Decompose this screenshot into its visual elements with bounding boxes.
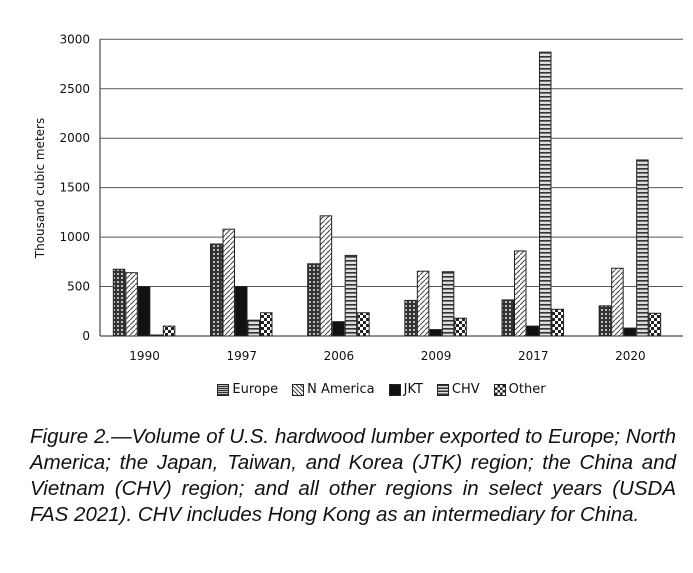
bar-n-america-2020 [611,267,624,337]
legend-item: N America [292,382,375,397]
bar-other-2006 [357,312,370,337]
y-tick-label: 1500 [59,181,90,195]
y-tick-label: 2500 [59,82,90,96]
bar-jkt-1990 [137,286,151,337]
bar-chv-2017 [539,51,552,337]
legend-label: Europe [232,382,279,397]
y-tick-label: 2000 [59,131,90,145]
bar-jkt-2017 [526,325,539,337]
bar-chv-1997 [247,319,260,337]
legend-label: CHV [451,382,480,397]
bar-europe-2017 [501,299,514,337]
y-tick-label: 0 [82,329,90,343]
bar-chv-1990 [150,334,163,337]
bar-n-america-1990 [125,272,138,337]
y-tick-label: 500 [67,280,90,294]
x-tick-label: 1990 [129,349,160,363]
legend-item: Other [493,382,546,397]
bar-jkt-2020 [623,327,637,337]
x-tick-label: 2009 [421,349,452,363]
bar-chv-2006 [344,254,358,337]
bar-chv-2009 [441,271,455,337]
legend-swatch [436,383,449,396]
x-tick-label: 2020 [615,349,646,363]
x-tick-label: 2006 [324,349,355,363]
y-tick-label: 3000 [59,32,90,46]
bar-n-america-1997 [222,228,235,337]
bar-other-2020 [648,312,662,337]
bar-other-1990 [162,325,176,337]
legend-swatch [217,383,230,396]
legend: Europe N America JKT CHV Other [0,382,693,397]
bar-other-2017 [551,308,564,337]
bar-europe-2009 [404,299,417,337]
legend-label: JKT [403,382,423,397]
y-axis-label: Thousand cubic meters [33,118,47,259]
bar-jkt-2006 [332,321,345,337]
y-tick-label: 1000 [59,230,90,244]
bar-n-america-2017 [514,250,527,337]
bar-chart: Thousand cubic meters 0 500 1000 1500 2000 25… [33,32,683,363]
legend-label: N America [307,382,375,397]
legend-swatch [292,383,305,396]
bar-chv-2020 [636,159,649,337]
bar-jkt-1997 [235,286,248,337]
bar-jkt-2009 [429,329,442,337]
legend-swatch [493,383,506,396]
bar-n-america-2009 [416,270,430,337]
legend-swatch [388,383,401,396]
bar-europe-2020 [598,305,612,337]
bar-europe-1990 [112,268,126,337]
legend-item: CHV [436,382,480,397]
bar-other-2009 [454,317,467,337]
bar-europe-2006 [307,263,320,337]
bar-other-1997 [260,312,273,337]
legend-label: Other [508,382,546,397]
legend-item: Europe [217,382,278,397]
figure-caption: Figure 2.—Volume of U.S. hardwood lumber… [30,425,676,526]
bar-n-america-2006 [319,215,333,337]
bar-europe-1997 [210,243,223,337]
x-tick-label: 1997 [226,349,257,363]
x-tick-label: 2017 [518,349,549,363]
legend-item: JKT [388,382,423,397]
